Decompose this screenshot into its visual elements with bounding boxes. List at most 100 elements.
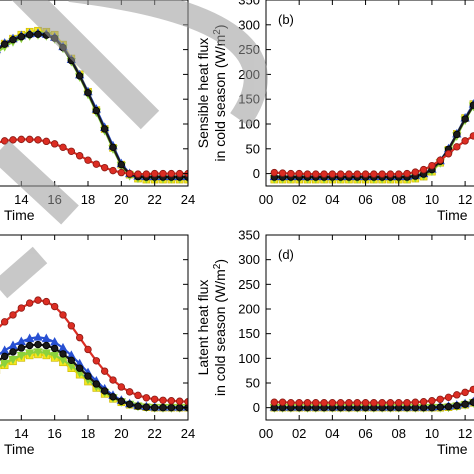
x-tick-label: 06: [358, 426, 372, 441]
y-tick-label: 250: [238, 277, 260, 292]
data-point: [109, 393, 117, 401]
data-point: [295, 169, 303, 178]
x-axis-label: Time: [437, 207, 468, 223]
watermark-stroke-4: [0, 246, 48, 299]
data-point: [25, 333, 35, 343]
data-point: [84, 345, 92, 354]
data-point: [150, 403, 159, 412]
x-tick-label: 16: [47, 426, 61, 441]
panel-2: 14 16 18 20 22 24 Time: [0, 234, 195, 457]
data-point: [150, 169, 159, 178]
data-point: [386, 170, 395, 178]
data-point: [312, 399, 320, 407]
data-point: [75, 152, 84, 160]
data-point: [361, 399, 370, 407]
data-point: [320, 399, 328, 407]
data-point: [117, 383, 126, 391]
data-point: [125, 400, 134, 408]
data-point: [142, 394, 151, 402]
data-point: [109, 166, 117, 175]
data-point: [42, 297, 51, 306]
data-point: [436, 403, 444, 411]
data-point: [378, 399, 386, 407]
y-axis-label: Sensible heat fluxin cold season (W/m2): [195, 24, 228, 161]
data-point: [33, 332, 43, 341]
data-point: [67, 147, 76, 155]
y-tick-label: 300: [238, 252, 260, 267]
data-point: [411, 398, 420, 406]
y-axis-label-line1: Sensible heat flux: [195, 38, 211, 149]
y-tick-label: 300: [238, 17, 260, 32]
y-axis-label-line2: in cold season (W/m: [212, 269, 228, 396]
data-point: [34, 296, 42, 304]
x-tick-label: 14: [14, 426, 28, 441]
data-point: [444, 150, 453, 158]
data-point: [50, 351, 60, 361]
x-tick-label: 02: [292, 192, 306, 207]
data-point: [159, 396, 167, 404]
data-point: [92, 106, 101, 115]
data-point: [0, 318, 9, 326]
data-point: [303, 399, 312, 407]
data-point: [59, 350, 67, 358]
data-point: [453, 143, 461, 151]
data-point: [0, 137, 9, 145]
series-4: [0, 135, 188, 178]
data-point: [278, 398, 287, 406]
data-point: [17, 33, 26, 41]
data-point: [150, 395, 159, 403]
data-point: [0, 359, 10, 369]
x-tick-label: 00: [259, 426, 273, 441]
data-point: [411, 168, 420, 176]
data-point: [167, 397, 176, 405]
data-point: [328, 170, 337, 178]
x-tick-label: 04: [325, 426, 339, 441]
data-point: [270, 168, 278, 177]
data-point: [175, 403, 184, 412]
y-axis-label-line2: in cold season (W/m: [212, 35, 228, 162]
data-point: [167, 403, 176, 412]
data-point: [9, 348, 17, 356]
data-point: [92, 160, 101, 168]
data-point: [436, 156, 444, 164]
y-tick-label: 100: [238, 351, 260, 366]
data-point: [361, 170, 370, 178]
x-axis-label: Time: [4, 441, 35, 457]
watermark: [0, 0, 268, 299]
data-point: [50, 302, 59, 311]
data-point: [444, 393, 453, 402]
data-point: [175, 397, 184, 405]
data-point: [8, 355, 18, 365]
data-point: [444, 402, 453, 411]
data-point: [461, 137, 469, 145]
y-axis-label-close: ): [212, 259, 228, 264]
data-point: [67, 356, 76, 365]
data-point: [469, 132, 474, 140]
x-axis-label: Time: [437, 441, 468, 457]
x-tick-label: 12: [458, 426, 472, 441]
data-point: [25, 135, 34, 144]
y-axis-label-superscript: 2: [212, 263, 223, 269]
y-tick-label: 150: [238, 326, 260, 341]
data-point: [67, 322, 76, 330]
data-point: [100, 125, 109, 133]
data-point: [42, 341, 51, 350]
data-point: [142, 403, 151, 411]
data-point: [370, 399, 378, 407]
data-point: [270, 398, 278, 406]
data-point: [345, 399, 353, 407]
x-tick-label: 02: [292, 426, 306, 441]
data-point: [117, 397, 126, 405]
data-point: [159, 169, 167, 178]
data-point: [469, 101, 474, 109]
data-point: [34, 136, 42, 144]
data-point: [50, 344, 59, 353]
watermark-stroke-1: [11, 0, 160, 130]
data-point: [9, 136, 17, 144]
x-tick-label: 04: [325, 192, 339, 207]
data-point: [461, 388, 469, 397]
data-point: [100, 163, 109, 172]
data-point: [336, 170, 345, 178]
data-point: [469, 385, 474, 394]
data-point: [84, 89, 92, 97]
